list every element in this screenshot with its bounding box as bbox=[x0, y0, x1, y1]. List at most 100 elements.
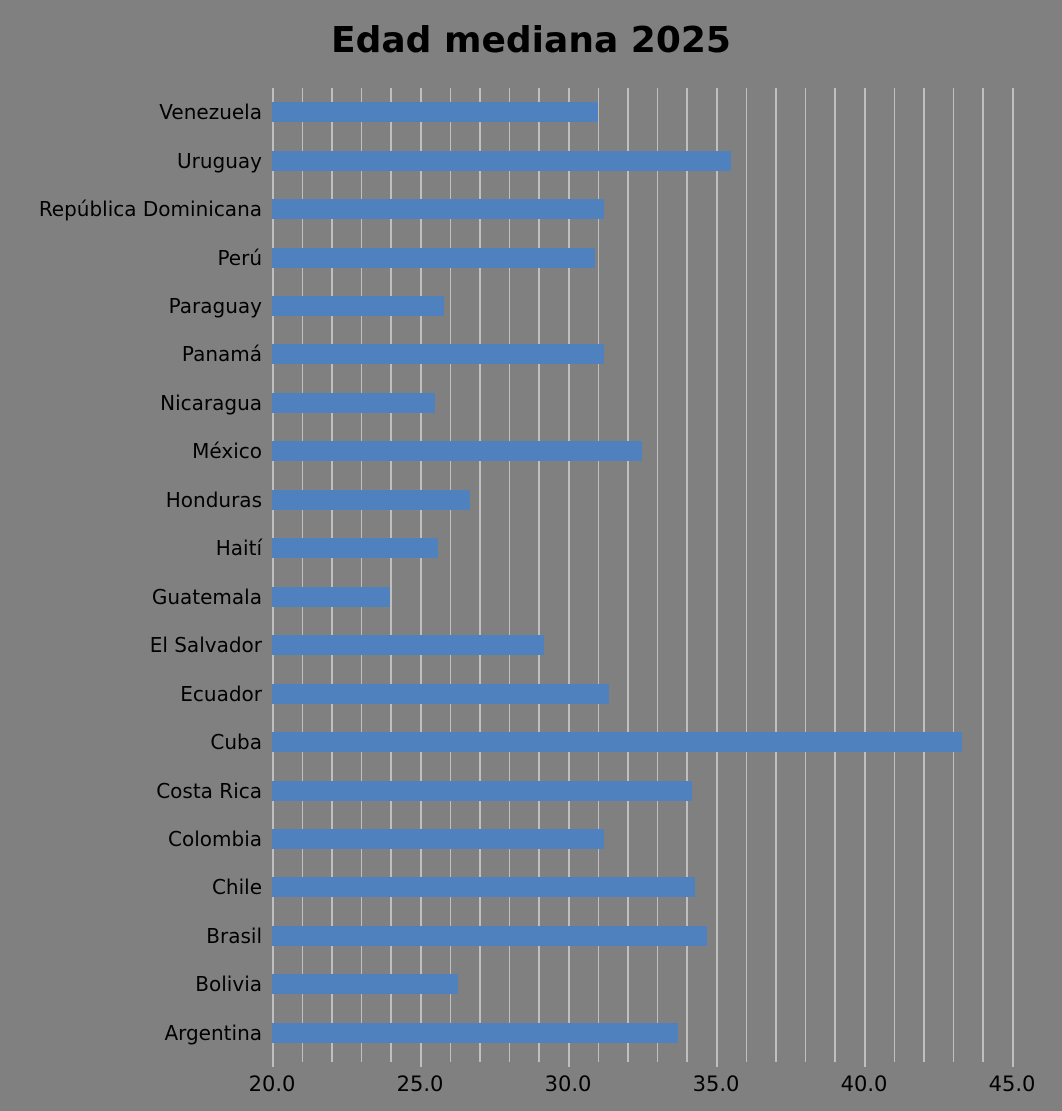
gridline bbox=[449, 88, 452, 1057]
x-minor-tick-mark bbox=[597, 1057, 600, 1062]
x-minor-tick-mark bbox=[923, 1057, 925, 1062]
x-minor-tick-mark bbox=[804, 1057, 807, 1062]
bar bbox=[272, 150, 731, 171]
bar bbox=[272, 296, 444, 317]
gridline bbox=[390, 88, 392, 1057]
x-minor-tick-mark bbox=[686, 1057, 688, 1062]
x-minor-tick-mark bbox=[952, 1057, 955, 1062]
x-tick-label: 25.0 bbox=[396, 1072, 444, 1096]
category-label: Brasil bbox=[206, 923, 262, 948]
category-label: Haití bbox=[215, 536, 262, 561]
category-label: México bbox=[192, 439, 262, 464]
x-major-tick-mark bbox=[272, 1057, 274, 1067]
x-tick-label: 20.0 bbox=[248, 1072, 296, 1096]
gridline bbox=[360, 88, 363, 1057]
x-tick-label: 45.0 bbox=[988, 1072, 1036, 1096]
category-label: Nicaragua bbox=[160, 390, 262, 415]
x-minor-tick-mark bbox=[479, 1057, 481, 1062]
x-minor-tick-mark bbox=[656, 1057, 659, 1062]
gridline bbox=[834, 88, 836, 1057]
category-label: Argentina bbox=[164, 1020, 262, 1045]
x-minor-tick-mark bbox=[449, 1057, 452, 1062]
bar bbox=[272, 247, 595, 268]
gridline bbox=[893, 88, 896, 1057]
bar bbox=[272, 683, 610, 704]
category-label: El Salvador bbox=[149, 633, 262, 658]
x-tick-label: 35.0 bbox=[692, 1072, 740, 1096]
gridline bbox=[508, 88, 511, 1057]
bar bbox=[272, 732, 962, 753]
category-label: Venezuela bbox=[159, 100, 262, 125]
bar bbox=[272, 974, 459, 995]
category-label: Paraguay bbox=[168, 294, 262, 319]
bar bbox=[272, 828, 604, 849]
x-minor-tick-mark bbox=[360, 1057, 363, 1062]
bar bbox=[272, 635, 545, 656]
x-major-tick-mark bbox=[568, 1057, 570, 1067]
category-label: Colombia bbox=[168, 826, 262, 851]
bar bbox=[272, 441, 642, 462]
gridline bbox=[568, 88, 570, 1057]
gridline bbox=[716, 88, 718, 1057]
gridline bbox=[597, 88, 600, 1057]
x-major-tick-mark bbox=[420, 1057, 422, 1067]
x-major-tick-mark bbox=[864, 1057, 866, 1067]
category-label: Bolivia bbox=[195, 972, 262, 997]
gridline bbox=[982, 88, 984, 1057]
x-minor-tick-mark bbox=[390, 1057, 392, 1062]
gridline bbox=[775, 88, 777, 1057]
x-tick-label: 30.0 bbox=[544, 1072, 592, 1096]
gridline bbox=[331, 88, 333, 1057]
x-minor-tick-mark bbox=[301, 1057, 304, 1062]
bar bbox=[272, 925, 708, 946]
gridline bbox=[627, 88, 629, 1057]
gridline bbox=[745, 88, 748, 1057]
x-minor-tick-mark bbox=[982, 1057, 984, 1062]
bar bbox=[272, 780, 693, 801]
x-minor-tick-mark bbox=[538, 1057, 540, 1062]
x-minor-tick-mark bbox=[745, 1057, 748, 1062]
category-label: Perú bbox=[217, 245, 262, 270]
bar bbox=[272, 1022, 678, 1043]
chart-title: Edad mediana 2025 bbox=[331, 20, 731, 61]
gridline bbox=[301, 88, 304, 1057]
gridline bbox=[864, 88, 866, 1057]
gridline bbox=[420, 88, 422, 1057]
category-label: Chile bbox=[211, 875, 262, 900]
bar bbox=[272, 102, 598, 123]
gridline bbox=[952, 88, 955, 1057]
gridline bbox=[538, 88, 540, 1057]
gridline bbox=[272, 88, 274, 1057]
category-label: Guatemala bbox=[151, 584, 262, 609]
category-label: Ecuador bbox=[180, 681, 262, 706]
x-minor-tick-mark bbox=[893, 1057, 896, 1062]
bar bbox=[272, 877, 696, 898]
category-label: República Dominicana bbox=[38, 197, 262, 222]
bar bbox=[272, 489, 471, 510]
bar bbox=[272, 344, 604, 365]
category-label: Panamá bbox=[181, 342, 262, 367]
bar bbox=[272, 538, 438, 559]
x-minor-tick-mark bbox=[331, 1057, 333, 1062]
x-tick-label: 40.0 bbox=[840, 1072, 888, 1096]
category-label: Cuba bbox=[210, 730, 262, 755]
gridline bbox=[804, 88, 807, 1057]
bar bbox=[272, 199, 604, 220]
x-major-tick-mark bbox=[1012, 1057, 1014, 1067]
category-label: Honduras bbox=[165, 487, 262, 512]
x-major-tick-mark bbox=[716, 1057, 718, 1067]
gridline bbox=[923, 88, 925, 1057]
x-minor-tick-mark bbox=[775, 1057, 777, 1062]
gridline bbox=[656, 88, 659, 1057]
bar bbox=[272, 586, 391, 607]
gridline bbox=[686, 88, 688, 1057]
bar bbox=[272, 392, 435, 413]
x-minor-tick-mark bbox=[508, 1057, 511, 1062]
category-label: Costa Rica bbox=[156, 778, 262, 803]
x-minor-tick-mark bbox=[627, 1057, 629, 1062]
gridline bbox=[1012, 88, 1014, 1057]
category-label: Uruguay bbox=[177, 148, 262, 173]
x-minor-tick-mark bbox=[834, 1057, 836, 1062]
gridline bbox=[479, 88, 481, 1057]
